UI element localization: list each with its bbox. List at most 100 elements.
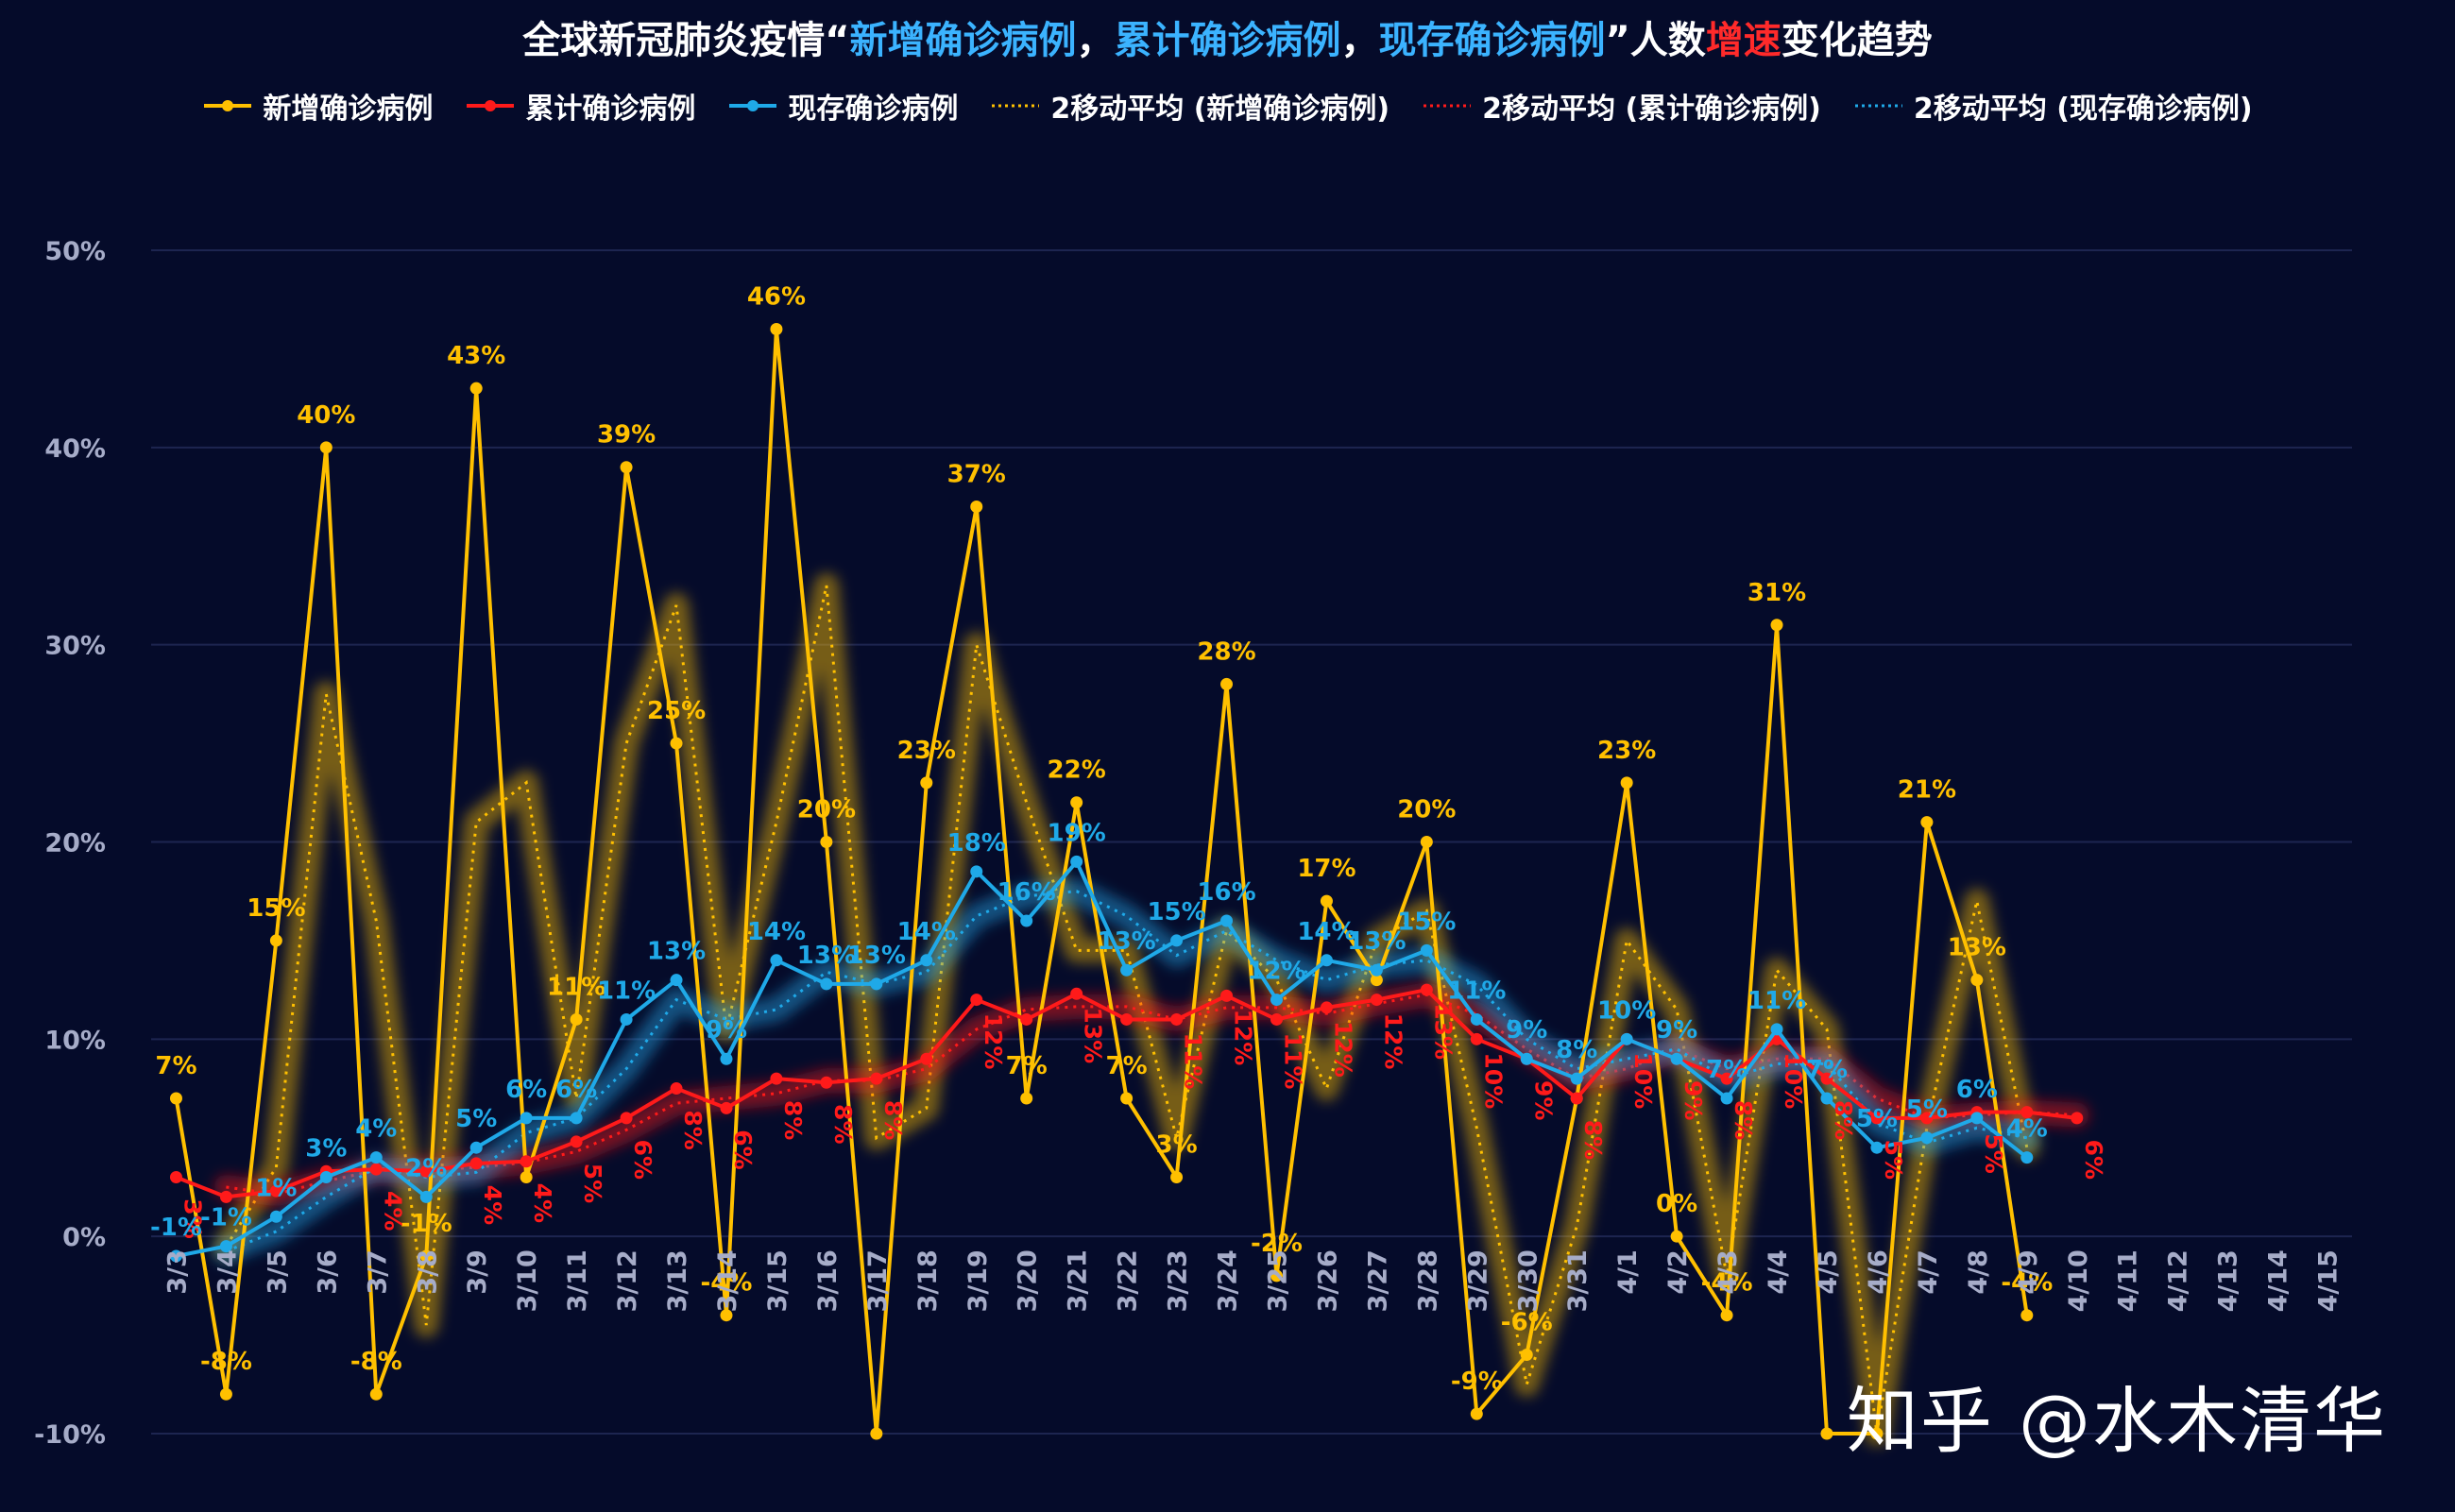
data-point[interactable] [1520,1348,1533,1361]
data-point[interactable] [1270,1012,1283,1026]
data-point[interactable] [1870,1112,1884,1125]
data-point[interactable] [2020,1309,2034,1322]
data-point[interactable] [319,441,332,454]
data-point[interactable] [1670,1230,1683,1243]
data-point[interactable] [820,836,833,848]
data-point[interactable] [1620,776,1633,790]
data-point[interactable] [770,323,783,336]
data-point[interactable] [920,776,933,790]
data-point[interactable] [970,994,983,1007]
data-point[interactable] [419,1190,433,1203]
data-point[interactable] [1170,1171,1184,1184]
data-point[interactable] [369,1151,383,1164]
data-point[interactable] [1070,796,1083,809]
data-point[interactable] [1570,1092,1583,1105]
data-point[interactable] [920,1052,933,1065]
data-point[interactable] [219,1240,232,1253]
data-point[interactable] [1020,1012,1033,1026]
data-point[interactable] [2020,1106,2034,1119]
data-point[interactable] [620,461,633,474]
data-point[interactable] [1970,974,1984,987]
data-point[interactable] [1870,1141,1884,1154]
data-point[interactable] [1670,1052,1683,1065]
data-point[interactable] [1270,994,1283,1007]
data-point[interactable] [1870,1427,1884,1440]
data-point[interactable] [820,1076,833,1089]
data-point[interactable] [1220,677,1234,690]
data-point[interactable] [219,1190,232,1203]
data-point[interactable] [1420,943,1433,957]
data-point[interactable] [1570,1072,1583,1085]
data-point[interactable] [369,1387,383,1401]
data-point[interactable] [970,500,983,513]
data-point[interactable] [219,1387,232,1401]
data-point[interactable] [770,1072,783,1085]
data-point[interactable] [169,1171,182,1184]
data-point[interactable] [169,1249,182,1263]
data-point[interactable] [1920,1112,1934,1125]
data-point[interactable] [419,1249,433,1263]
data-point[interactable] [1120,1092,1134,1105]
data-point[interactable] [1120,963,1134,977]
data-point[interactable] [319,1171,332,1184]
data-point[interactable] [1170,934,1184,947]
data-point[interactable] [570,1112,583,1125]
data-point[interactable] [169,1092,182,1105]
data-point[interactable] [720,1052,733,1065]
data-point[interactable] [970,865,983,878]
data-point[interactable] [1820,1427,1833,1440]
data-point[interactable] [1920,816,1934,829]
data-point[interactable] [1320,1001,1333,1014]
data-point[interactable] [1420,983,1433,996]
data-point[interactable] [1720,1092,1733,1105]
legend-item-ma-new[interactable]: 2移动平均 (新增确诊病例) [990,85,1389,127]
data-point[interactable] [870,1427,883,1440]
data-point[interactable] [1820,1072,1833,1085]
data-point[interactable] [620,1012,633,1026]
data-point[interactable] [369,1163,383,1176]
legend-item-total[interactable]: 累计确诊病例 [465,85,695,127]
data-point[interactable] [1520,1052,1533,1065]
data-point[interactable] [1220,989,1234,1002]
data-point[interactable] [920,954,933,967]
data-point[interactable] [520,1155,533,1168]
data-point[interactable] [520,1112,533,1125]
data-point[interactable] [620,1112,633,1125]
data-point[interactable] [1620,1032,1633,1045]
data-point[interactable] [1020,1092,1033,1105]
data-point[interactable] [1470,1407,1483,1420]
data-point[interactable] [1470,1032,1483,1045]
data-point[interactable] [1320,894,1333,908]
data-point[interactable] [2071,1112,2084,1125]
data-point[interactable] [520,1171,533,1184]
data-point[interactable] [1370,974,1383,987]
data-point[interactable] [1720,1072,1733,1085]
data-point[interactable] [720,1309,733,1322]
legend-item-new[interactable]: 新增确诊病例 [202,85,433,127]
data-point[interactable] [1920,1131,1934,1145]
data-point[interactable] [269,934,282,947]
legend-item-active[interactable]: 现存确诊病例 [727,85,958,127]
data-point[interactable] [269,1184,282,1198]
legend-item-ma-active[interactable]: 2移动平均 (现存确诊病例) [1853,85,2253,127]
data-point[interactable] [469,1157,483,1170]
data-point[interactable] [1170,1012,1184,1026]
data-point[interactable] [269,1210,282,1223]
data-point[interactable] [1770,619,1783,632]
data-point[interactable] [670,974,683,987]
data-point[interactable] [1220,914,1234,927]
data-point[interactable] [1970,1112,1984,1125]
data-point[interactable] [820,977,833,991]
data-point[interactable] [1720,1309,1733,1322]
data-point[interactable] [870,977,883,991]
data-point[interactable] [2020,1151,2034,1164]
data-point[interactable] [570,1135,583,1148]
data-point[interactable] [870,1072,883,1085]
data-point[interactable] [1370,963,1383,977]
data-point[interactable] [469,1141,483,1154]
data-point[interactable] [1370,994,1383,1007]
legend-item-ma-total[interactable]: 2移动平均 (累计确诊病例) [1422,85,1821,127]
data-point[interactable] [1470,1012,1483,1026]
data-point[interactable] [770,954,783,967]
data-point[interactable] [1070,855,1083,868]
